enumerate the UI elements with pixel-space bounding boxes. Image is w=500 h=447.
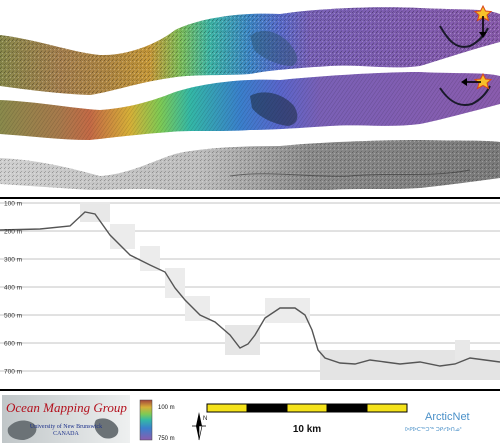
partner-inuktitut: ᐅᑭᐅᑕᖅᑐᖅ ᑐᑭᓯᐅᑎᓄᑦ	[405, 426, 462, 433]
color-bar-max-label: 750 m	[158, 436, 175, 442]
color-bar	[139, 399, 153, 441]
north-label: N	[203, 416, 207, 422]
org-university: University of New Brunswick	[30, 423, 102, 430]
partner-name: ArcticNet	[425, 411, 470, 423]
org-name: Ocean Mapping Group	[6, 400, 127, 415]
org-country: CANADA	[53, 431, 79, 437]
color-bar-min-label: 100 m	[158, 405, 175, 411]
scale-bar: 10 km	[206, 403, 408, 435]
backscatter-swath	[0, 140, 500, 190]
ocean-mapping-group-logo: Ocean Mapping Group University of New Br…	[2, 395, 130, 443]
depth-label: 100 m	[4, 201, 22, 208]
depth-label: 700 m	[4, 369, 22, 376]
depth-profile-line	[0, 211, 500, 367]
depth-axis-labels: 100 m 200 m 300 m 400 m 500 m 600 m 700 m	[4, 201, 22, 376]
arcticnet-logo: ArcticNet ᐅᑭᐅᑕᖅᑐᖅ ᑐᑭᓯᐅᑎᓄᑦ	[405, 411, 470, 433]
depth-label: 400 m	[4, 285, 22, 292]
location-marker-bottom	[461, 72, 493, 90]
depth-label: 200 m	[4, 229, 22, 236]
north-arrow-icon: N	[192, 412, 207, 441]
depth-label: 500 m	[4, 313, 22, 320]
depth-profile-panel: 100 m 200 m 300 m 400 m 500 m 600 m 700 m	[0, 199, 500, 389]
scale-label: 10 km	[293, 424, 321, 435]
depth-profile-data-blocks	[80, 202, 500, 380]
bathymetry-swath	[0, 72, 500, 140]
depth-label: 600 m	[4, 341, 22, 348]
depth-color-legend: 100 m 750 m	[139, 399, 175, 442]
panel-divider	[0, 197, 500, 199]
depth-label: 300 m	[4, 257, 22, 264]
location-marker-top	[473, 4, 493, 38]
legend-divider	[0, 389, 500, 391]
bathymetry-swath-shaded	[0, 7, 500, 95]
